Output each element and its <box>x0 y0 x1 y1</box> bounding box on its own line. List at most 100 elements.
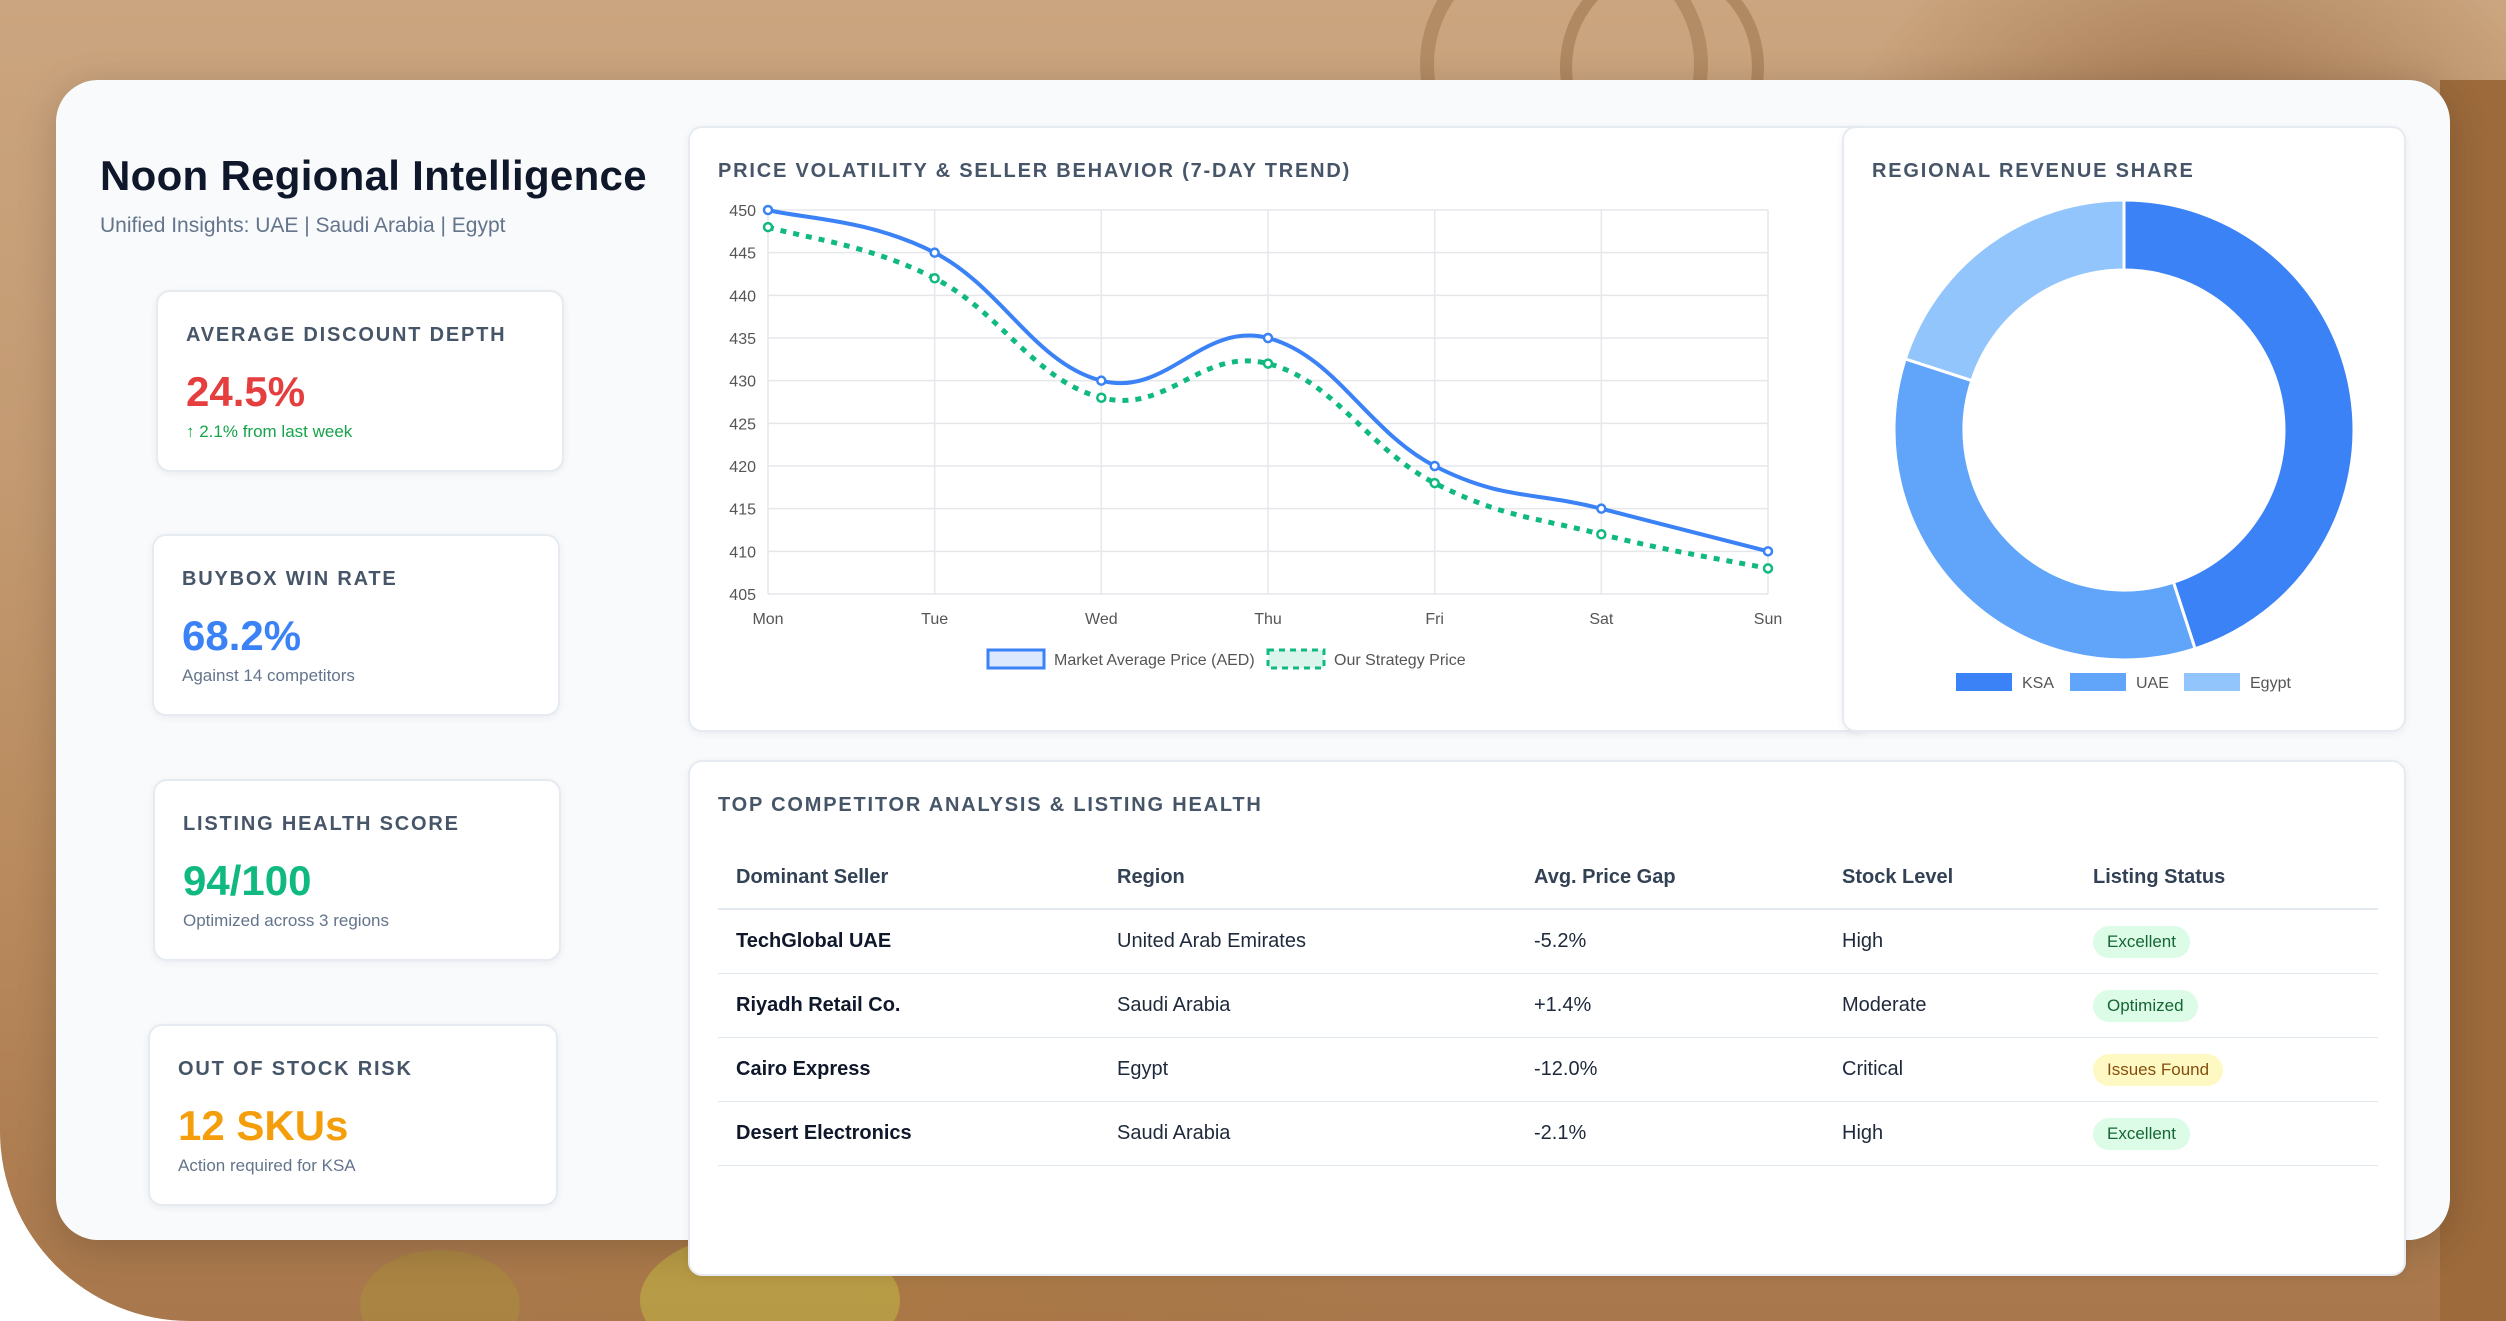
legend-label-market: Market Average Price (AED) <box>1054 652 1255 669</box>
revenue-donut-chart: KSA UAE Egypt <box>1892 198 2356 692</box>
column-header: Avg. Price Gap <box>1516 846 1824 910</box>
table-row: Desert Electronics Saudi Arabia -2.1% Hi… <box>718 1101 2378 1166</box>
x-tick-label: Tue <box>921 611 948 628</box>
strategy-price-point <box>1096 392 1107 403</box>
x-tick-label: Thu <box>1254 611 1282 628</box>
market-average-point <box>929 247 940 258</box>
seller-name: Cairo Express <box>718 1037 1099 1102</box>
strategy-price-point <box>1762 563 1774 574</box>
seller-region: United Arab Emirates <box>1099 909 1516 974</box>
y-tick-label: 445 <box>729 246 756 263</box>
kpi-card-listing-health: LISTING HEALTH SCORE 94/100 Optimized ac… <box>153 779 561 961</box>
seller-name: Desert Electronics <box>718 1101 1099 1166</box>
donut-slice-egypt <box>1903 198 2126 383</box>
price-gap: +1.4% <box>1516 973 1824 1038</box>
strategy-price-point <box>929 273 940 284</box>
market-average-point <box>762 204 774 216</box>
listing-status-cell: Excellent <box>2075 909 2378 974</box>
donut-slice-uae <box>1892 357 2197 662</box>
kpi-label: OUT OF STOCK RISK <box>178 1058 413 1080</box>
market-average-point <box>1096 375 1107 386</box>
price-chart-title: PRICE VOLATILITY & SELLER BEHAVIOR (7-DA… <box>718 160 1352 182</box>
y-tick-label: 435 <box>729 331 756 348</box>
column-header: Region <box>1099 846 1516 910</box>
x-tick-label: Sun <box>1754 611 1782 628</box>
y-tick-label: 405 <box>729 587 756 604</box>
strategy-price-point <box>762 221 774 233</box>
kpi-label: BUYBOX WIN RATE <box>182 568 398 590</box>
y-tick-label: 450 <box>729 203 756 220</box>
legend-label-uae: UAE <box>2136 675 2169 692</box>
legend-swatch-strategy <box>1266 648 1326 670</box>
background-fruit-2 <box>360 1250 520 1321</box>
column-header: Listing Status <box>2075 846 2378 910</box>
y-tick-label: 410 <box>729 544 756 561</box>
legend-label-egypt: Egypt <box>2250 675 2291 692</box>
y-tick-label: 420 <box>729 459 756 476</box>
market-average-point <box>1762 546 1774 557</box>
kpi-value: 24.5% <box>186 368 306 415</box>
table-row: Riyadh Retail Co. Saudi Arabia +1.4% Mod… <box>718 973 2378 1038</box>
status-badge: Excellent <box>2093 925 2190 958</box>
kpi-card-buybox-win-rate: BUYBOX WIN RATE 68.2% Against 14 competi… <box>152 534 560 716</box>
x-tick-label: Sat <box>1589 611 1614 628</box>
kpi-note: Optimized across 3 regions <box>183 911 389 930</box>
dashboard-panel: Noon Regional Intelligence Unified Insig… <box>56 80 2450 1276</box>
market-average-point <box>1262 332 1274 344</box>
table-header-row: Dominant Seller Region Avg. Price Gap St… <box>718 846 2378 910</box>
kpi-label: LISTING HEALTH SCORE <box>183 813 460 835</box>
seller-region: Egypt <box>1099 1037 1516 1102</box>
legend-swatch-ksa <box>1956 673 2012 691</box>
competitor-table-title: TOP COMPETITOR ANALYSIS & LISTING HEALTH <box>718 794 1263 816</box>
kpi-value: 94/100 <box>183 857 312 904</box>
status-badge: Optimized <box>2093 989 2198 1022</box>
kpi-note: Action required for KSA <box>178 1156 356 1175</box>
donut-slice-ksa <box>2122 198 2356 651</box>
legend-swatch-market <box>986 648 1046 670</box>
kpi-card-discount-depth: AVERAGE DISCOUNT DEPTH 24.5% ↑ 2.1% from… <box>156 290 564 472</box>
price-volatility-card: PRICE VOLATILITY & SELLER BEHAVIOR (7-DA… <box>688 126 1870 732</box>
y-tick-label: 425 <box>729 416 756 433</box>
stock-level: Critical <box>1824 1037 2075 1102</box>
legend-label-strategy: Our Strategy Price <box>1334 652 1466 669</box>
seller-region: Saudi Arabia <box>1099 973 1516 1038</box>
kpi-card-out-of-stock: OUT OF STOCK RISK 12 SKUs Action require… <box>148 1024 558 1206</box>
status-badge: Excellent <box>2093 1117 2190 1150</box>
strategy-price-point <box>1429 477 1440 489</box>
status-badge: Issues Found <box>2093 1053 2224 1086</box>
seller-name: Riyadh Retail Co. <box>718 973 1099 1038</box>
price-gap: -12.0% <box>1516 1037 1824 1102</box>
market-average-point <box>1596 503 1607 514</box>
competitor-analysis-card: TOP COMPETITOR ANALYSIS & LISTING HEALTH… <box>688 760 2406 1276</box>
regional-revenue-card: REGIONAL REVENUE SHARE KSA UAE Egypt <box>1842 126 2406 732</box>
price-line-chart: 450 445 440 435 430 425 420 415 410 405 Mon Tue Wed T… <box>729 203 1782 670</box>
strategy-price-point <box>1262 358 1274 369</box>
y-tick-label: 430 <box>729 374 756 391</box>
x-tick-label: Mon <box>752 611 783 628</box>
stock-level: Moderate <box>1824 973 2075 1038</box>
y-tick-label: 415 <box>729 502 756 519</box>
listing-status-cell: Excellent <box>2075 1101 2378 1166</box>
kpi-trend-note: ↑ 2.1% from last week <box>186 422 353 441</box>
stock-level: High <box>1824 909 2075 974</box>
price-gap: -5.2% <box>1516 909 1824 974</box>
page-subtitle: Unified Insights: UAE | Saudi Arabia | E… <box>100 214 506 237</box>
table-row: TechGlobal UAE United Arab Emirates -5.2… <box>718 909 2378 974</box>
market-average-point <box>1429 460 1440 472</box>
kpi-note: Against 14 competitors <box>182 666 355 685</box>
x-tick-label: Fri <box>1425 611 1444 628</box>
y-tick-label: 440 <box>729 288 756 305</box>
background-edge <box>2440 80 2506 1321</box>
kpi-value: 68.2% <box>182 612 302 659</box>
listing-status-cell: Optimized <box>2075 973 2378 1038</box>
table-row: Cairo Express Egypt -12.0% Critical Issu… <box>718 1037 2378 1102</box>
listing-status-cell: Issues Found <box>2075 1037 2378 1102</box>
kpi-label: AVERAGE DISCOUNT DEPTH <box>186 324 507 346</box>
legend-swatch-uae <box>2070 673 2126 691</box>
seller-region: Saudi Arabia <box>1099 1101 1516 1166</box>
x-tick-label: Wed <box>1085 611 1118 628</box>
revenue-chart-title: REGIONAL REVENUE SHARE <box>1872 160 2195 182</box>
column-header: Stock Level <box>1824 846 2075 910</box>
competitor-table: Dominant Seller Region Avg. Price Gap St… <box>718 846 2378 1166</box>
legend-label-ksa: KSA <box>2022 675 2054 692</box>
